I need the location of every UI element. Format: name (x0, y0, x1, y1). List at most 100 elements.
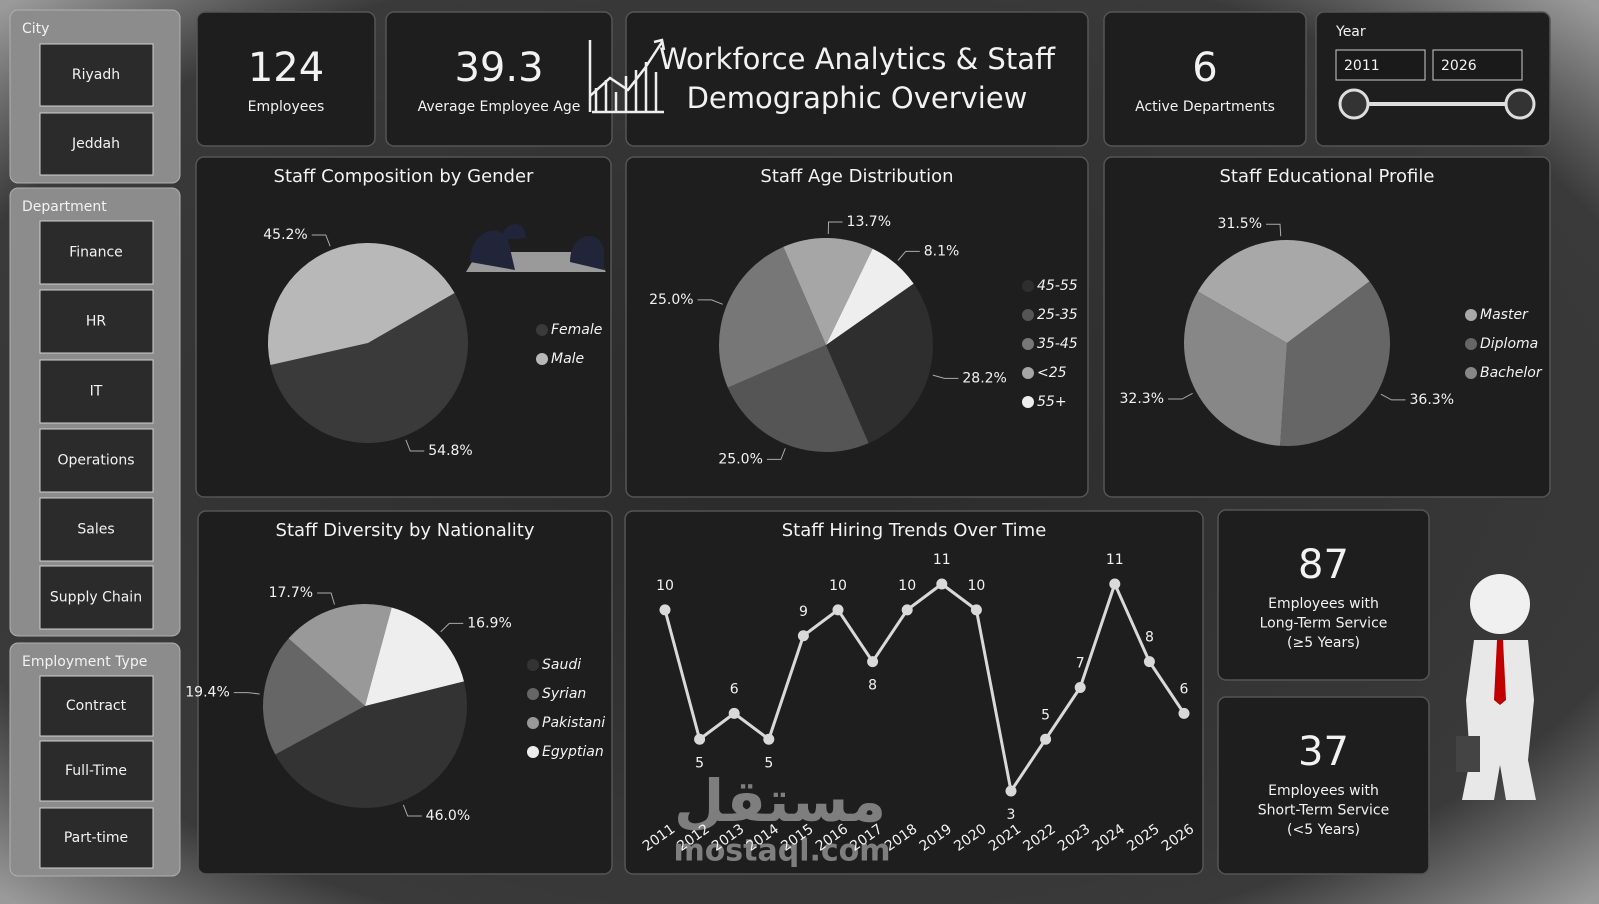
chart-panel (624, 510, 1204, 875)
line-point (694, 733, 706, 745)
data-label: 5 (695, 755, 704, 771)
legend-marker (527, 688, 539, 700)
kpi-card (1217, 509, 1430, 681)
slicer-button[interactable] (39, 807, 154, 869)
year-title: Year (1335, 24, 1366, 40)
kpi-value: 124 (248, 45, 324, 91)
year-handle[interactable] (1504, 88, 1536, 120)
header-panel (625, 11, 1089, 147)
leader-line (827, 221, 843, 235)
legend-marker (536, 324, 548, 336)
slicer-button[interactable] (39, 740, 154, 802)
line-series (663, 582, 1186, 793)
slicer-item: Sales (77, 522, 114, 538)
kpi-label: Active Departments (1135, 99, 1275, 115)
data-label: 36.3% (1410, 392, 1454, 408)
pie-slice (727, 345, 869, 452)
line-point (867, 656, 879, 668)
data-label: 8 (1145, 630, 1154, 646)
legend-label: 35-45 (1037, 336, 1078, 352)
legend-marker (1022, 396, 1034, 408)
pie-slice (1184, 291, 1287, 446)
slicer-item: Jeddah (71, 136, 120, 152)
chart-title: Staff Composition by Gender (274, 166, 535, 187)
kpi-value: 6 (1192, 45, 1217, 91)
pie-slice (1197, 240, 1370, 343)
legend-label: Bachelor (1480, 365, 1543, 381)
watermark: mostaql.com (673, 834, 890, 869)
pie-slice (268, 242, 455, 366)
year-handle[interactable] (1338, 88, 1370, 120)
slicer-item: Contract (66, 698, 127, 714)
legend-label: 55+ (1037, 394, 1067, 410)
slicer-button[interactable] (39, 289, 154, 354)
data-label: 5 (1041, 707, 1050, 723)
legend-label: 25-35 (1037, 307, 1078, 323)
chart-title: Staff Diversity by Nationality (276, 520, 535, 541)
pie-slice (783, 237, 873, 345)
legend-label: Male (551, 351, 584, 367)
line-point (1005, 785, 1017, 797)
data-label: 54.8% (428, 443, 472, 459)
leader-line (1168, 392, 1193, 400)
person-head (1470, 574, 1530, 634)
line-point (901, 604, 913, 616)
slicer-button[interactable] (39, 565, 154, 630)
data-label: 25.0% (718, 451, 762, 467)
slicer-item: HR (86, 314, 107, 330)
data-label: 8 (868, 678, 877, 694)
slicer-button[interactable] (39, 675, 154, 737)
legend-label: Pakistani (542, 715, 605, 731)
kpi-label: Employees (248, 99, 325, 115)
pie-slice (1280, 281, 1390, 447)
chart-title: Staff Age Distribution (760, 166, 953, 187)
slicer-button[interactable] (39, 428, 154, 493)
year-input[interactable] (1432, 49, 1523, 81)
data-label: 7 (1076, 656, 1085, 672)
slicer-button[interactable] (39, 43, 154, 107)
dashboard-title: Demographic Overview (687, 81, 1028, 115)
year-to: 2026 (1441, 58, 1477, 74)
slicer-item: IT (90, 384, 103, 400)
data-label: 6 (1180, 681, 1189, 697)
kpi-label: Employees with (1268, 783, 1379, 799)
kpi-card (1217, 696, 1430, 875)
data-label: 13.7% (847, 214, 891, 230)
legend-marker (1465, 367, 1477, 379)
legend-label: Egyptian (542, 744, 604, 760)
slicer-button[interactable] (39, 359, 154, 424)
line-point (1040, 733, 1052, 745)
data-label: 8.1% (924, 243, 960, 259)
kpi-label: Average Employee Age (418, 99, 581, 115)
slicer-title: City (22, 21, 49, 37)
kpi-card (1103, 11, 1307, 147)
data-label: 28.2% (962, 370, 1006, 386)
line-point (763, 733, 775, 745)
chart-title: Staff Educational Profile (1220, 166, 1435, 187)
slicer-button[interactable] (39, 220, 154, 285)
legend-marker (1465, 309, 1477, 321)
pie-slice (826, 283, 933, 444)
chart-title: Staff Hiring Trends Over Time (782, 520, 1047, 541)
leader-line (311, 234, 331, 247)
line-point (832, 604, 844, 616)
line-point (1109, 578, 1121, 590)
data-label: 11 (933, 552, 951, 568)
data-label: 10 (967, 578, 985, 594)
person-tie (1494, 640, 1506, 705)
data-label: 3 (1007, 807, 1016, 823)
pie-slice (719, 246, 826, 388)
pie-slice (288, 604, 392, 706)
data-label: 9 (799, 604, 808, 620)
kpi-value: 87 (1298, 542, 1349, 588)
slicer-button[interactable] (39, 497, 154, 562)
kpi-label: (≥5 Years) (1287, 635, 1360, 651)
kpi-label: Employees with (1268, 596, 1379, 612)
line-point (970, 604, 982, 616)
pie-slice (275, 681, 467, 808)
data-label: 10 (656, 578, 674, 594)
pie-slice (365, 607, 464, 706)
slicer-button[interactable] (39, 112, 154, 176)
year-input[interactable] (1335, 49, 1426, 81)
data-label: 6 (730, 681, 739, 697)
